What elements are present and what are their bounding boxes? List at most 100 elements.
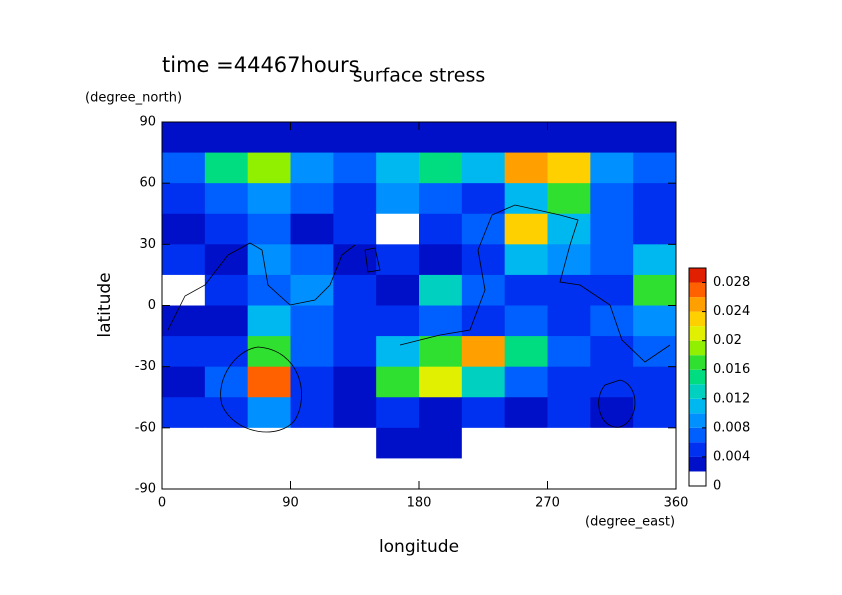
field-cell xyxy=(333,183,377,215)
field-cell xyxy=(290,427,334,459)
field-cell xyxy=(419,274,463,306)
field-cell xyxy=(290,397,334,429)
field-cell xyxy=(162,427,206,459)
colorbar-tick-label: 0.016 xyxy=(713,362,750,377)
field-cell xyxy=(419,458,463,490)
colorbar-band xyxy=(689,311,706,327)
field-cell xyxy=(461,305,506,337)
field-cell xyxy=(333,397,377,429)
field-cell xyxy=(547,152,591,184)
y-tick-label: 90 xyxy=(139,115,156,130)
x-tick-label: 180 xyxy=(407,496,432,511)
colorbar-tick-label: 0.008 xyxy=(713,420,750,435)
field-cell xyxy=(162,274,206,306)
field-cell xyxy=(162,336,206,368)
field-cell xyxy=(419,183,463,215)
field-cell xyxy=(504,336,548,368)
field-cell xyxy=(590,244,634,276)
field-cell xyxy=(162,458,206,490)
field-cell xyxy=(162,366,206,398)
field-cell xyxy=(376,274,420,306)
field-cell xyxy=(504,458,548,490)
field-cell xyxy=(162,305,206,337)
field-cell xyxy=(247,274,291,306)
field-cell xyxy=(504,122,548,154)
field-cell xyxy=(204,183,249,215)
field-cell xyxy=(290,274,334,306)
field-cell xyxy=(419,213,463,245)
field-cell xyxy=(290,244,334,276)
y-tick-label: -90 xyxy=(135,482,156,497)
coastlines xyxy=(167,204,671,433)
field-cell xyxy=(633,336,677,368)
field-cell xyxy=(461,336,506,368)
field-cell xyxy=(247,152,291,184)
field-cell xyxy=(376,244,420,276)
x-unit: (degree_east) xyxy=(585,515,675,530)
colorbar-tick-label: 0.004 xyxy=(713,449,750,464)
field-cell xyxy=(376,122,420,154)
colorbar-tick-label: 0.024 xyxy=(713,304,750,319)
field-cell xyxy=(633,213,677,245)
field-cell xyxy=(504,183,548,215)
field-cell xyxy=(290,152,334,184)
field-cell xyxy=(376,152,420,184)
x-tick-label: 360 xyxy=(664,496,689,511)
field-cell xyxy=(590,366,634,398)
colorbar-tick-label: 0.012 xyxy=(713,391,750,406)
field-cell xyxy=(204,152,249,184)
colorbar-tick-label: 0.02 xyxy=(713,333,742,348)
colorbar-band xyxy=(689,355,706,370)
field-cell xyxy=(504,427,548,459)
field-cell xyxy=(547,458,591,490)
field-cell xyxy=(419,336,463,368)
field-cell xyxy=(333,366,377,398)
colorbar-band xyxy=(689,456,706,472)
field-cell xyxy=(461,244,506,276)
field-cell xyxy=(504,244,548,276)
field-cell xyxy=(590,183,634,215)
field-cell xyxy=(162,244,206,276)
field-cell xyxy=(204,244,249,276)
field-cell xyxy=(590,397,634,429)
field-cell xyxy=(204,122,249,154)
colorbar-band xyxy=(689,413,706,428)
field-cell xyxy=(461,458,506,490)
field-cell xyxy=(633,397,677,429)
y-tick-label: 60 xyxy=(139,176,156,191)
field-cell xyxy=(162,183,206,215)
field-cell xyxy=(590,458,634,490)
field-cell xyxy=(547,274,591,306)
field-cell xyxy=(247,183,291,215)
field-cell xyxy=(162,397,206,429)
field-cell xyxy=(333,152,377,184)
field-cell xyxy=(547,305,591,337)
field-cell xyxy=(547,366,591,398)
y-tick-label: -60 xyxy=(135,420,156,435)
field-cell xyxy=(504,397,548,429)
field-cell xyxy=(333,336,377,368)
field-cell xyxy=(162,122,206,154)
x-label: longitude xyxy=(379,537,459,557)
field-cell xyxy=(461,213,506,245)
coastline xyxy=(399,249,486,346)
field-cell xyxy=(290,183,334,215)
field-cell xyxy=(376,427,420,459)
field-cell xyxy=(633,152,677,184)
field-cell xyxy=(590,427,634,459)
field-cell xyxy=(333,305,377,337)
field-cell xyxy=(547,427,591,459)
contour-field xyxy=(162,122,677,490)
field-cell xyxy=(247,305,291,337)
field-cell xyxy=(461,427,506,459)
field-cell xyxy=(290,366,334,398)
x-tick-label: 270 xyxy=(535,496,560,511)
field-cell xyxy=(504,366,548,398)
field-cell xyxy=(590,336,634,368)
y-unit: (degree_north) xyxy=(85,91,182,106)
field-cell xyxy=(376,305,420,337)
field-cell xyxy=(376,458,420,490)
field-cell xyxy=(290,305,334,337)
field-cell xyxy=(376,183,420,215)
colorbar-band xyxy=(689,442,706,457)
